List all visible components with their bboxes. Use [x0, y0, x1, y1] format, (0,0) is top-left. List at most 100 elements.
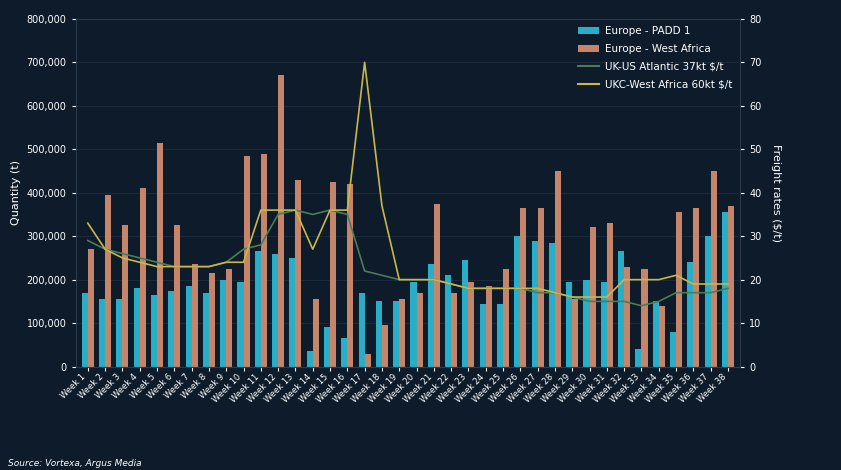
- UKC-West Africa 60kt $/t: [169, 264, 179, 269]
- UK-US Atlantic 37kt $/t: [100, 246, 110, 252]
- UKC-West Africa 60kt $/t: [584, 294, 595, 300]
- Bar: [521, 208, 526, 367]
- Bar: [410, 282, 416, 367]
- UKC-West Africa 60kt $/t: [688, 281, 698, 287]
- UK-US Atlantic 37kt $/t: [394, 277, 405, 282]
- UK-US Atlantic 37kt $/t: [637, 303, 647, 309]
- Bar: [607, 223, 613, 367]
- UKC-West Africa 60kt $/t: [221, 259, 231, 265]
- UKC-West Africa 60kt $/t: [377, 203, 387, 209]
- UKC-West Africa 60kt $/t: [290, 207, 300, 213]
- UK-US Atlantic 37kt $/t: [550, 290, 560, 296]
- Bar: [174, 225, 180, 367]
- Bar: [479, 304, 486, 367]
- UK-US Atlantic 37kt $/t: [135, 255, 145, 261]
- Bar: [687, 262, 693, 367]
- UK-US Atlantic 37kt $/t: [118, 251, 128, 257]
- UKC-West Africa 60kt $/t: [394, 277, 405, 282]
- Bar: [394, 301, 399, 367]
- Bar: [313, 299, 319, 367]
- UK-US Atlantic 37kt $/t: [671, 290, 681, 296]
- UKC-West Africa 60kt $/t: [516, 286, 526, 291]
- Bar: [555, 171, 561, 367]
- Bar: [278, 75, 284, 367]
- Bar: [289, 258, 295, 367]
- Bar: [255, 251, 261, 367]
- UKC-West Africa 60kt $/t: [550, 290, 560, 296]
- Bar: [463, 260, 468, 367]
- UK-US Atlantic 37kt $/t: [377, 273, 387, 278]
- UK-US Atlantic 37kt $/t: [498, 286, 508, 291]
- UKC-West Africa 60kt $/t: [187, 264, 197, 269]
- Bar: [451, 293, 458, 367]
- Bar: [341, 338, 347, 367]
- UK-US Atlantic 37kt $/t: [187, 264, 197, 269]
- UKC-West Africa 60kt $/t: [498, 286, 508, 291]
- UKC-West Africa 60kt $/t: [706, 281, 716, 287]
- Bar: [659, 306, 665, 367]
- Bar: [532, 241, 537, 367]
- Bar: [261, 154, 267, 367]
- Bar: [728, 206, 734, 367]
- UK-US Atlantic 37kt $/t: [463, 286, 473, 291]
- Text: Source: Vortexa, Argus Media: Source: Vortexa, Argus Media: [8, 459, 142, 468]
- UK-US Atlantic 37kt $/t: [706, 290, 716, 296]
- Bar: [670, 332, 676, 367]
- UKC-West Africa 60kt $/t: [204, 264, 214, 269]
- Bar: [445, 275, 451, 367]
- Bar: [192, 265, 198, 367]
- Bar: [711, 171, 717, 367]
- Bar: [584, 280, 590, 367]
- Bar: [330, 182, 336, 367]
- Bar: [636, 349, 642, 367]
- UKC-West Africa 60kt $/t: [446, 281, 456, 287]
- Bar: [123, 225, 129, 367]
- UK-US Atlantic 37kt $/t: [239, 246, 249, 252]
- Bar: [549, 243, 555, 367]
- UKC-West Africa 60kt $/t: [532, 286, 542, 291]
- UKC-West Africa 60kt $/t: [567, 294, 577, 300]
- UKC-West Africa 60kt $/t: [82, 220, 93, 226]
- Bar: [203, 293, 209, 367]
- Line: UKC-West Africa 60kt $/t: UKC-West Africa 60kt $/t: [87, 63, 728, 297]
- UKC-West Africa 60kt $/t: [429, 277, 439, 282]
- Bar: [324, 328, 330, 367]
- UK-US Atlantic 37kt $/t: [516, 286, 526, 291]
- UK-US Atlantic 37kt $/t: [308, 212, 318, 217]
- Bar: [237, 282, 244, 367]
- Bar: [376, 301, 382, 367]
- Bar: [503, 269, 509, 367]
- Bar: [186, 286, 192, 367]
- Bar: [676, 212, 682, 367]
- Bar: [722, 212, 728, 367]
- UKC-West Africa 60kt $/t: [135, 259, 145, 265]
- Bar: [486, 286, 492, 367]
- Bar: [600, 282, 607, 367]
- UK-US Atlantic 37kt $/t: [204, 264, 214, 269]
- Bar: [624, 266, 630, 367]
- Bar: [468, 282, 474, 367]
- Bar: [226, 269, 232, 367]
- UK-US Atlantic 37kt $/t: [273, 212, 283, 217]
- Bar: [140, 188, 145, 367]
- UK-US Atlantic 37kt $/t: [360, 268, 370, 274]
- Bar: [82, 293, 87, 367]
- Bar: [497, 304, 503, 367]
- Bar: [416, 293, 422, 367]
- Bar: [566, 282, 572, 367]
- Bar: [134, 288, 140, 367]
- UK-US Atlantic 37kt $/t: [446, 281, 456, 287]
- UK-US Atlantic 37kt $/t: [481, 286, 491, 291]
- UK-US Atlantic 37kt $/t: [221, 259, 231, 265]
- Bar: [272, 254, 278, 367]
- UKC-West Africa 60kt $/t: [602, 294, 612, 300]
- Line: UK-US Atlantic 37kt $/t: UK-US Atlantic 37kt $/t: [87, 210, 728, 306]
- Bar: [590, 227, 595, 367]
- UK-US Atlantic 37kt $/t: [411, 277, 421, 282]
- Bar: [642, 269, 648, 367]
- UK-US Atlantic 37kt $/t: [688, 290, 698, 296]
- UK-US Atlantic 37kt $/t: [342, 212, 352, 217]
- UK-US Atlantic 37kt $/t: [619, 298, 629, 304]
- UK-US Atlantic 37kt $/t: [256, 242, 266, 248]
- UKC-West Africa 60kt $/t: [342, 207, 352, 213]
